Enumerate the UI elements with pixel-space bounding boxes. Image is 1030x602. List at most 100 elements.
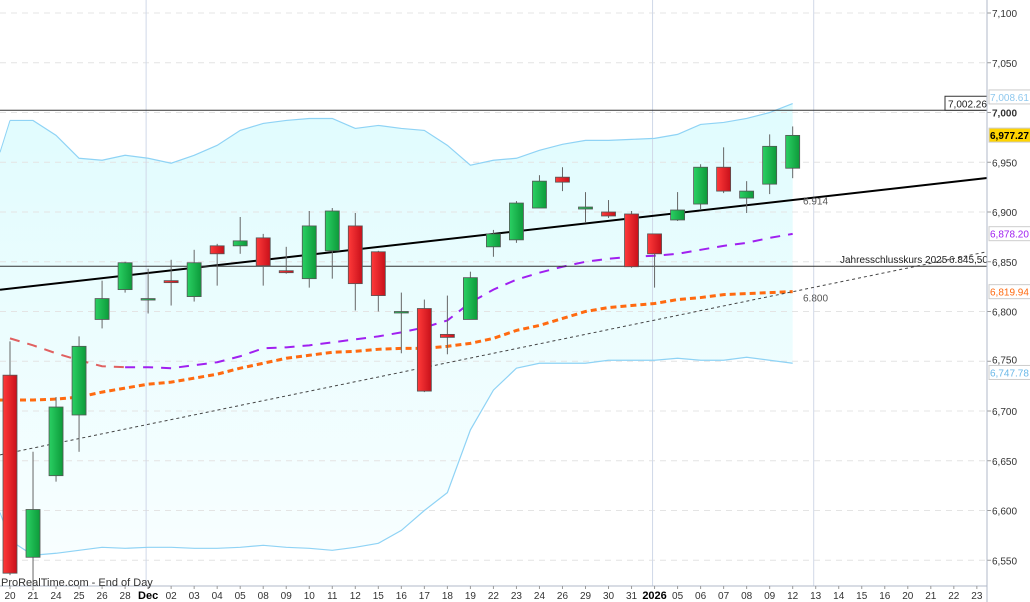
x-tick-label: 09 bbox=[281, 591, 293, 602]
candle-up bbox=[486, 233, 501, 248]
grid bbox=[0, 0, 987, 586]
x-tick-label: 15 bbox=[373, 591, 385, 602]
candle-up bbox=[117, 262, 133, 291]
horizontal-line-label: 7,002.26 bbox=[948, 99, 987, 110]
x-tick-label: Dec bbox=[138, 590, 158, 602]
x-tick-label: 16 bbox=[396, 591, 408, 602]
bollinger-band-fill bbox=[0, 103, 793, 556]
candle-up bbox=[140, 298, 156, 301]
x-tick-label: 21 bbox=[27, 591, 39, 602]
bollinger-lower-line bbox=[9, 356, 793, 556]
x-tick-label: 11 bbox=[327, 591, 338, 602]
y-tick-label: 6,550 bbox=[992, 556, 1017, 567]
candle-up bbox=[393, 311, 409, 314]
x-tick-label: 09 bbox=[764, 591, 776, 602]
x-tick-label: 08 bbox=[258, 591, 270, 602]
candle-up bbox=[94, 298, 110, 320]
bollinger-upper-line bbox=[10, 102, 793, 166]
price-tag: 6,747.78 bbox=[990, 368, 1029, 379]
x-tick-label: 28 bbox=[120, 591, 132, 602]
x-tick-label: 05 bbox=[235, 591, 247, 602]
x-tick-label: 20 bbox=[4, 591, 16, 602]
watermark: ProRealTime.com - End of Day bbox=[1, 577, 153, 589]
candle-up bbox=[25, 509, 41, 558]
candle-down bbox=[555, 176, 570, 183]
candle-up bbox=[186, 262, 202, 297]
candle-up bbox=[301, 225, 317, 280]
x-tick-label: 03 bbox=[189, 591, 201, 602]
candle-up bbox=[739, 190, 755, 199]
y-tick-label: 7,100 bbox=[992, 9, 1017, 20]
x-tick-label: 24 bbox=[534, 591, 546, 602]
candle-down bbox=[255, 237, 271, 267]
price-tag-box bbox=[988, 127, 1030, 143]
price-tag: 6,878.20 bbox=[990, 230, 1029, 241]
x-tick-label: 26 bbox=[557, 591, 569, 602]
moving-average-early-line bbox=[9, 337, 126, 369]
price-tag: 6,977.27 bbox=[990, 131, 1029, 142]
x-tick-label: 04 bbox=[212, 591, 224, 602]
x-tick-label: 23 bbox=[511, 591, 523, 602]
year-end-close-label: Jahresschlusskurs 2025 bbox=[840, 255, 948, 266]
candle-up bbox=[785, 134, 801, 169]
y-tick-label: 7,000 bbox=[992, 109, 1017, 120]
y-tick-label: 6,800 bbox=[992, 308, 1017, 319]
x-tick-label: 17 bbox=[419, 591, 431, 602]
x-tick-label: 06 bbox=[695, 591, 707, 602]
moving-average-purple-line bbox=[125, 232, 793, 370]
x-tick-label: 02 bbox=[166, 591, 178, 602]
x-tick-label: 20 bbox=[902, 591, 914, 602]
x-tick-label: 10 bbox=[304, 591, 316, 602]
candle-up bbox=[509, 202, 524, 241]
candle-up bbox=[693, 166, 708, 205]
y-tick-label: 7,050 bbox=[992, 59, 1017, 70]
x-tick-label: 14 bbox=[833, 591, 845, 602]
x-tick-label: 12 bbox=[350, 591, 362, 602]
x-tick-label: 24 bbox=[50, 591, 62, 602]
candle-up bbox=[462, 277, 478, 320]
candle-down bbox=[647, 233, 662, 255]
x-tick-label: 21 bbox=[925, 591, 937, 602]
candle-down bbox=[601, 211, 616, 217]
candle-down bbox=[716, 166, 732, 192]
price-tag-box bbox=[988, 89, 1030, 105]
candle-up bbox=[71, 345, 87, 416]
x-tick-label: 22 bbox=[488, 591, 500, 602]
candle-up bbox=[578, 206, 593, 210]
x-tick-label: 23 bbox=[971, 591, 983, 602]
trendline-label: 6.914 bbox=[803, 197, 828, 208]
x-tick-label: 31 bbox=[626, 591, 638, 602]
bollinger-upper-line-start bbox=[0, 120, 11, 153]
year-end-close-value: 6.845,50 bbox=[949, 255, 988, 266]
y-tick-label: 6,850 bbox=[992, 258, 1017, 269]
x-tick-label: 16 bbox=[879, 591, 891, 602]
x-tick-label: 2026 bbox=[642, 590, 666, 602]
x-tick-label: 12 bbox=[787, 591, 799, 602]
x-tick-label: 05 bbox=[672, 591, 684, 602]
candles bbox=[2, 126, 801, 591]
price-tag-box bbox=[988, 364, 1030, 380]
trendline-label: 6.800 bbox=[803, 293, 828, 304]
y-tick-label: 6,950 bbox=[992, 158, 1017, 169]
candle-down bbox=[624, 213, 639, 268]
x-tick-label: 15 bbox=[856, 591, 868, 602]
candle-up bbox=[48, 406, 64, 477]
candle-down bbox=[370, 251, 386, 296]
candle-down bbox=[209, 245, 225, 255]
x-tick-label: 30 bbox=[603, 591, 615, 602]
x-tick-label: 08 bbox=[741, 591, 753, 602]
y-tick-label: 6,650 bbox=[992, 457, 1017, 468]
candle-up bbox=[324, 210, 340, 252]
x-tick-label: 25 bbox=[73, 591, 85, 602]
y-tick-label: 6,600 bbox=[992, 507, 1017, 518]
candle-down bbox=[416, 308, 432, 392]
x-tick-label: 18 bbox=[442, 591, 454, 602]
candle-up bbox=[670, 209, 685, 221]
x-tick-label: 07 bbox=[718, 591, 730, 602]
candle-down bbox=[2, 374, 18, 574]
x-tick-label: 22 bbox=[948, 591, 960, 602]
candle-down bbox=[439, 333, 455, 338]
candle-down bbox=[163, 280, 179, 284]
y-tick-label: 6,900 bbox=[992, 208, 1017, 219]
